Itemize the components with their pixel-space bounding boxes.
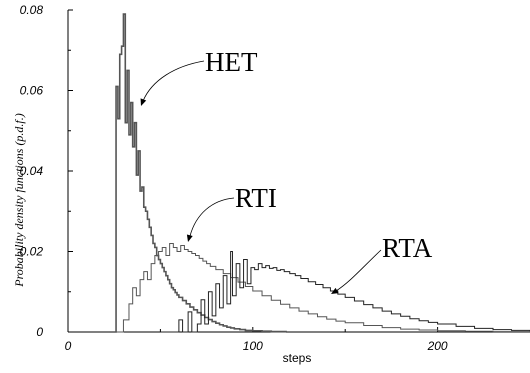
x-tick-label: 200	[427, 339, 448, 353]
annotation-het-label: HET	[205, 47, 258, 77]
y-tick-label: 0.08	[20, 3, 44, 17]
series-rta-line	[160, 251, 530, 333]
annotation-rta-arrowhead	[331, 287, 339, 294]
axes: 0 0.02 0.04 0.06 0.08 0 100 200	[20, 3, 530, 353]
x-axis-label: steps	[283, 351, 312, 365]
annotation-het-pointer	[142, 60, 205, 102]
series-layer	[108, 13, 530, 333]
annotation-rta-pointer	[335, 249, 382, 292]
series-het-line	[108, 13, 287, 333]
y-tick-label: 0.04	[20, 164, 44, 178]
annotation-layer: HET RTI RTA	[140, 47, 433, 294]
annotation-rti-label: RTI	[235, 183, 277, 213]
annotation-rta-label: RTA	[382, 233, 433, 263]
y-tick-label: 0	[36, 325, 43, 339]
x-tick-label: 100	[243, 339, 263, 353]
annotation-het-arrowhead	[140, 98, 147, 106]
annotation-rti-pointer	[189, 197, 235, 237]
y-tick-label: 0.02	[20, 245, 44, 259]
y-axis-label: Probability density functions (p.d.f.)	[12, 113, 26, 288]
annotation-rti-arrowhead	[186, 234, 193, 242]
x-tick-label: 0	[65, 339, 72, 353]
y-tick-label: 0.06	[20, 84, 44, 98]
series-rti-line	[114, 242, 530, 333]
